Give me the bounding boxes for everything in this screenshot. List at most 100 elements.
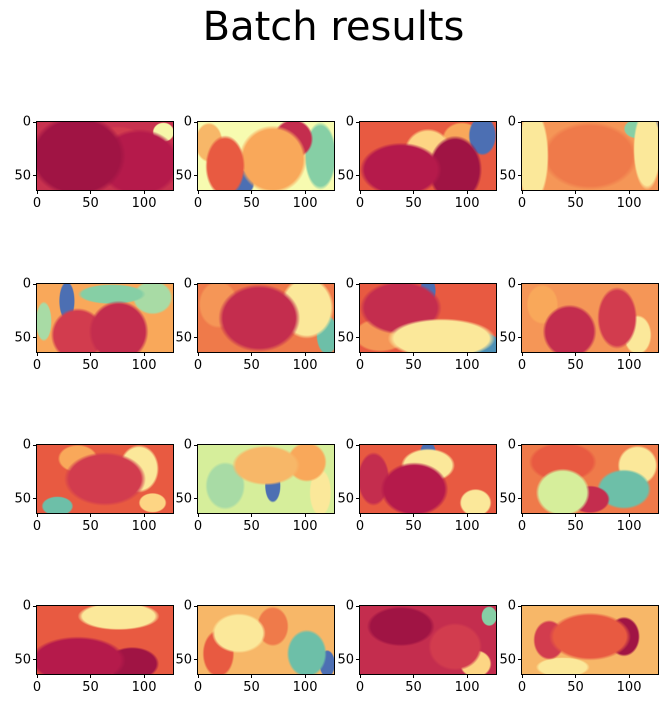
x-tick [413, 352, 415, 356]
y-tick [356, 444, 360, 446]
y-tick-label: 0 [183, 437, 192, 453]
y-tick-label: 0 [345, 598, 354, 614]
x-tick [251, 190, 253, 194]
x-tick [413, 674, 415, 678]
y-tick [518, 659, 522, 661]
x-tick [304, 674, 306, 678]
y-tick [356, 498, 360, 500]
x-tick [304, 352, 306, 356]
x-tick [197, 190, 199, 194]
x-tick [143, 352, 145, 356]
x-tick-label: 100 [292, 680, 318, 695]
y-tick [518, 444, 522, 446]
x-tick-label: 100 [616, 519, 642, 534]
x-tick [251, 674, 253, 678]
heatmap-image [36, 283, 174, 353]
y-tick [518, 283, 522, 285]
heatmap-image [36, 121, 174, 191]
x-tick-label: 50 [243, 519, 260, 534]
y-tick-label: 50 [175, 330, 192, 346]
subplot-15: 0 50 100 0 50 [337, 600, 497, 694]
x-tick-label: 0 [355, 680, 365, 695]
subplot-5: 0 50 100 0 50 [14, 278, 174, 372]
x-tick-label: 0 [355, 519, 365, 534]
x-tick-label: 50 [243, 358, 260, 373]
x-tick [413, 513, 415, 517]
x-tick-label: 50 [82, 358, 99, 373]
heatmap-image [521, 283, 659, 353]
x-tick-label: 0 [193, 358, 203, 373]
y-tick-label: 50 [175, 168, 192, 184]
x-tick-label: 0 [32, 196, 42, 211]
x-tick [359, 352, 361, 356]
x-tick-label: 0 [193, 519, 203, 534]
y-tick-label: 0 [507, 276, 516, 292]
heatmap-image [197, 283, 335, 353]
x-tick-label: 50 [82, 680, 99, 695]
x-tick [575, 352, 577, 356]
heatmap-image [197, 121, 335, 191]
subplot-14: 0 50 100 0 50 [175, 600, 335, 694]
y-tick-label: 50 [499, 652, 516, 668]
subplot-3: 0 50 100 0 50 [337, 116, 497, 210]
x-tick-label: 50 [405, 680, 422, 695]
x-tick-label: 0 [517, 519, 527, 534]
x-tick-label: 100 [616, 358, 642, 373]
x-tick [628, 190, 630, 194]
x-tick [628, 352, 630, 356]
heatmap-image [359, 283, 497, 353]
y-tick-label: 50 [499, 168, 516, 184]
x-tick-label: 0 [517, 358, 527, 373]
heatmap-image [521, 444, 659, 514]
y-tick [356, 337, 360, 339]
x-tick-label: 50 [567, 519, 584, 534]
x-tick [521, 190, 523, 194]
x-tick-label: 100 [454, 680, 480, 695]
x-tick [251, 513, 253, 517]
x-tick [359, 190, 361, 194]
x-tick-label: 50 [82, 519, 99, 534]
x-tick [359, 674, 361, 678]
subplot-11: 0 50 100 0 50 [337, 439, 497, 533]
x-tick [36, 513, 38, 517]
x-tick-label: 0 [193, 680, 203, 695]
subplot-2: 0 50 100 0 50 [175, 116, 335, 210]
subplot-6: 0 50 100 0 50 [175, 278, 335, 372]
x-tick [143, 674, 145, 678]
y-tick [194, 337, 198, 339]
subplot-8: 0 50 100 0 50 [499, 278, 659, 372]
heatmap-image [197, 605, 335, 675]
x-tick [197, 352, 199, 356]
y-tick-label: 50 [337, 491, 354, 507]
y-tick [194, 498, 198, 500]
x-tick-label: 0 [355, 358, 365, 373]
y-tick [356, 605, 360, 607]
y-tick-label: 50 [499, 491, 516, 507]
y-tick-label: 0 [22, 437, 31, 453]
x-tick-label: 100 [454, 196, 480, 211]
y-tick [518, 605, 522, 607]
x-tick [466, 190, 468, 194]
y-tick [33, 283, 37, 285]
heatmap-image [36, 605, 174, 675]
subplot-12: 0 50 100 0 50 [499, 439, 659, 533]
x-tick-label: 50 [243, 680, 260, 695]
x-tick-label: 0 [517, 196, 527, 211]
x-tick-label: 100 [454, 519, 480, 534]
x-tick [413, 190, 415, 194]
x-tick [628, 513, 630, 517]
heatmap-image [359, 121, 497, 191]
figure-title: Batch results [202, 4, 465, 50]
subplot-16: 0 50 100 0 50 [499, 600, 659, 694]
x-tick [251, 352, 253, 356]
x-tick [36, 674, 38, 678]
x-tick [36, 190, 38, 194]
x-tick-label: 50 [567, 680, 584, 695]
y-tick [356, 283, 360, 285]
x-tick [521, 352, 523, 356]
y-tick [518, 337, 522, 339]
x-tick-label: 100 [131, 680, 157, 695]
x-tick [90, 513, 92, 517]
x-tick [304, 513, 306, 517]
y-tick [194, 444, 198, 446]
